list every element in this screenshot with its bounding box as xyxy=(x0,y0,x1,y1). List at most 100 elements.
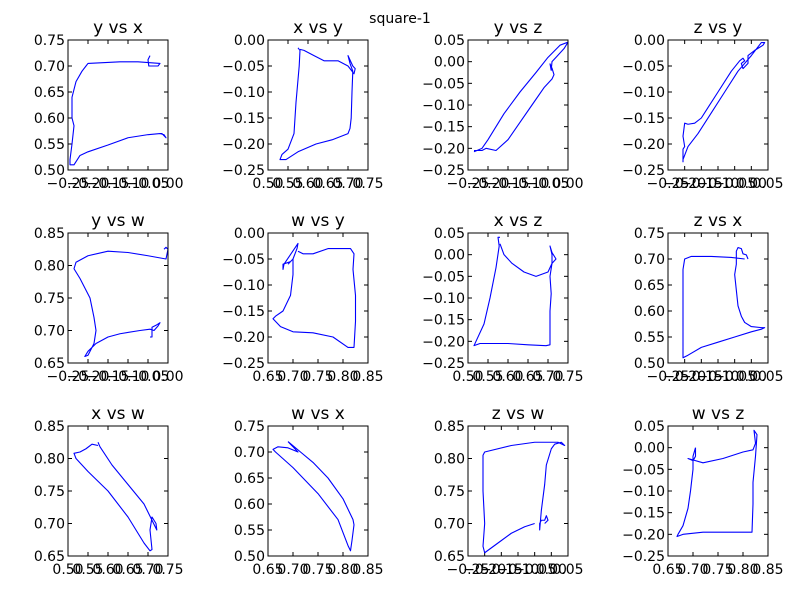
x-tick-label: 0.55 xyxy=(472,369,503,385)
panel-title: z vs w xyxy=(492,404,545,424)
plot-frame xyxy=(67,39,169,171)
y-tick-label: 0.80 xyxy=(434,452,465,468)
y-tick-label: −0.10 xyxy=(422,291,465,307)
x-tick-label: 0.70 xyxy=(677,562,708,578)
plot-frame xyxy=(67,232,169,364)
x-tick-label: 0.75 xyxy=(302,369,333,385)
y-tick-label: −0.05 xyxy=(422,76,465,92)
x-tick-label: 0.05 xyxy=(752,176,783,192)
y-tick-label: 0.85 xyxy=(34,419,65,435)
panel-10: z vs w −0.25−0.20−0.15−0.10−0.050.000.05 0… xyxy=(434,404,584,578)
y-tick-label: −0.10 xyxy=(222,278,265,294)
x-tick-label: −0.05 xyxy=(127,369,170,385)
y-tick-label: 0.80 xyxy=(34,259,65,275)
x-tick-label: 0.80 xyxy=(727,562,758,578)
panel-9: w vs x0.650.700.750.800.850.500.550.600.… xyxy=(234,404,384,578)
series-line xyxy=(473,236,557,347)
y-tick-label: 0.55 xyxy=(234,523,265,539)
x-tick-label: −0.15 xyxy=(487,176,530,192)
y-tick-label: 0.70 xyxy=(34,59,65,75)
y-tick-label: 0.65 xyxy=(34,549,65,565)
series-line xyxy=(272,242,357,348)
y-tick-label: 0.70 xyxy=(634,252,665,268)
panel-5: w vs y 0.650.700.750.800.85 −0.25 −0.20 −0.1… xyxy=(222,211,383,385)
y-tick-label: −0.25 xyxy=(622,163,665,179)
series-line xyxy=(73,442,158,552)
plot-frame xyxy=(467,425,569,557)
series-line xyxy=(682,42,766,163)
x-tick-label: 0.50 xyxy=(252,176,283,192)
y-tick-label: −0.05 xyxy=(422,269,465,285)
y-tick-label: 0.75 xyxy=(34,291,65,307)
y-tick-label: 0.60 xyxy=(34,111,65,127)
x-tick-label: −0.15 xyxy=(680,369,723,385)
series-line xyxy=(676,429,758,538)
y-tick-label: −0.20 xyxy=(222,137,265,153)
figure-title: square-1 xyxy=(369,11,431,27)
y-tick-label: 0.60 xyxy=(634,304,665,320)
y-tick-label: −0.25 xyxy=(422,356,465,372)
y-tick-label: 0.85 xyxy=(434,419,465,435)
y-tick-label: −0.10 xyxy=(222,85,265,101)
series-line xyxy=(73,246,168,358)
y-tick-label: −0.20 xyxy=(422,141,465,157)
y-tick-label: −0.20 xyxy=(422,334,465,350)
panel-title: x vs y xyxy=(293,18,343,38)
x-tick-label: 0.65 xyxy=(112,562,143,578)
panel-title: w vs x xyxy=(291,404,345,424)
plot-frame xyxy=(467,39,569,171)
y-tick-label: −0.20 xyxy=(222,330,265,346)
y-tick-label: 0.00 xyxy=(634,441,665,457)
series-line xyxy=(272,441,355,552)
y-tick-label: 0.00 xyxy=(234,226,265,242)
y-tick-label: −0.25 xyxy=(422,163,465,179)
x-tick-label: 0.00 xyxy=(152,176,183,192)
panel-title: y vs w xyxy=(91,211,145,231)
x-tick-label: 0.85 xyxy=(352,369,383,385)
y-tick-label: 0.55 xyxy=(34,137,65,153)
x-tick-label: −0.10 xyxy=(497,562,540,578)
y-tick-label: −0.25 xyxy=(222,163,265,179)
x-tick-label: −0.05 xyxy=(713,176,756,192)
x-tick-label: −0.05 xyxy=(527,176,570,192)
panel-7: z vs x −0.25−0.20−0.15−0.10−0.050.000.05 0… xyxy=(634,211,784,385)
panel-title: x vs w xyxy=(91,404,145,424)
plot-frame xyxy=(667,39,769,171)
plot-frame xyxy=(667,232,769,364)
y-tick-label: 0.00 xyxy=(634,33,665,49)
x-tick-label: −0.20 xyxy=(467,176,510,192)
x-tick-label: 0.70 xyxy=(532,369,563,385)
panel-0: y vs x −0.25−0.20−0.15−0.10−0.050.00 0.50 0… xyxy=(34,18,184,192)
y-tick-label: 0.00 xyxy=(434,55,465,71)
plot-frame xyxy=(267,232,369,364)
y-tick-label: 0.60 xyxy=(234,497,265,513)
x-tick-label: 0.00 xyxy=(152,369,183,385)
x-tick-label: −0.25 xyxy=(647,176,690,192)
y-tick-label: −0.05 xyxy=(622,462,665,478)
x-tick-label: 0.50 xyxy=(52,562,83,578)
x-tick-label: −0.20 xyxy=(67,176,110,192)
y-tick-label: 0.75 xyxy=(34,484,65,500)
x-tick-label: −0.20 xyxy=(67,369,110,385)
x-tick-label: 0.75 xyxy=(152,562,183,578)
x-tick-label: 0.70 xyxy=(277,562,308,578)
y-tick-label: −0.10 xyxy=(622,484,665,500)
panel-title: x vs z xyxy=(494,211,543,231)
plot-frame xyxy=(267,39,369,171)
series-line xyxy=(473,41,568,153)
y-tick-label: −0.15 xyxy=(622,506,665,522)
panel-8: x vs w0.500.550.600.650.700.750.650.700.… xyxy=(34,404,184,578)
y-tick-label: 0.65 xyxy=(434,549,465,565)
x-tick-label: 0.80 xyxy=(327,562,358,578)
plot-frame xyxy=(267,425,369,557)
x-tick-label: 0.75 xyxy=(552,369,583,385)
x-tick-label: −0.25 xyxy=(447,176,490,192)
x-tick-label: 0.75 xyxy=(702,562,733,578)
x-tick-label: 0.60 xyxy=(492,369,523,385)
y-tick-label: −0.05 xyxy=(622,59,665,75)
plot-frame xyxy=(667,425,769,557)
series-line xyxy=(69,55,167,166)
y-tick-label: 0.05 xyxy=(434,33,465,49)
panel-3: z vs y−0.25−0.20−0.15−0.10−0.050.000.05−… xyxy=(622,18,783,192)
